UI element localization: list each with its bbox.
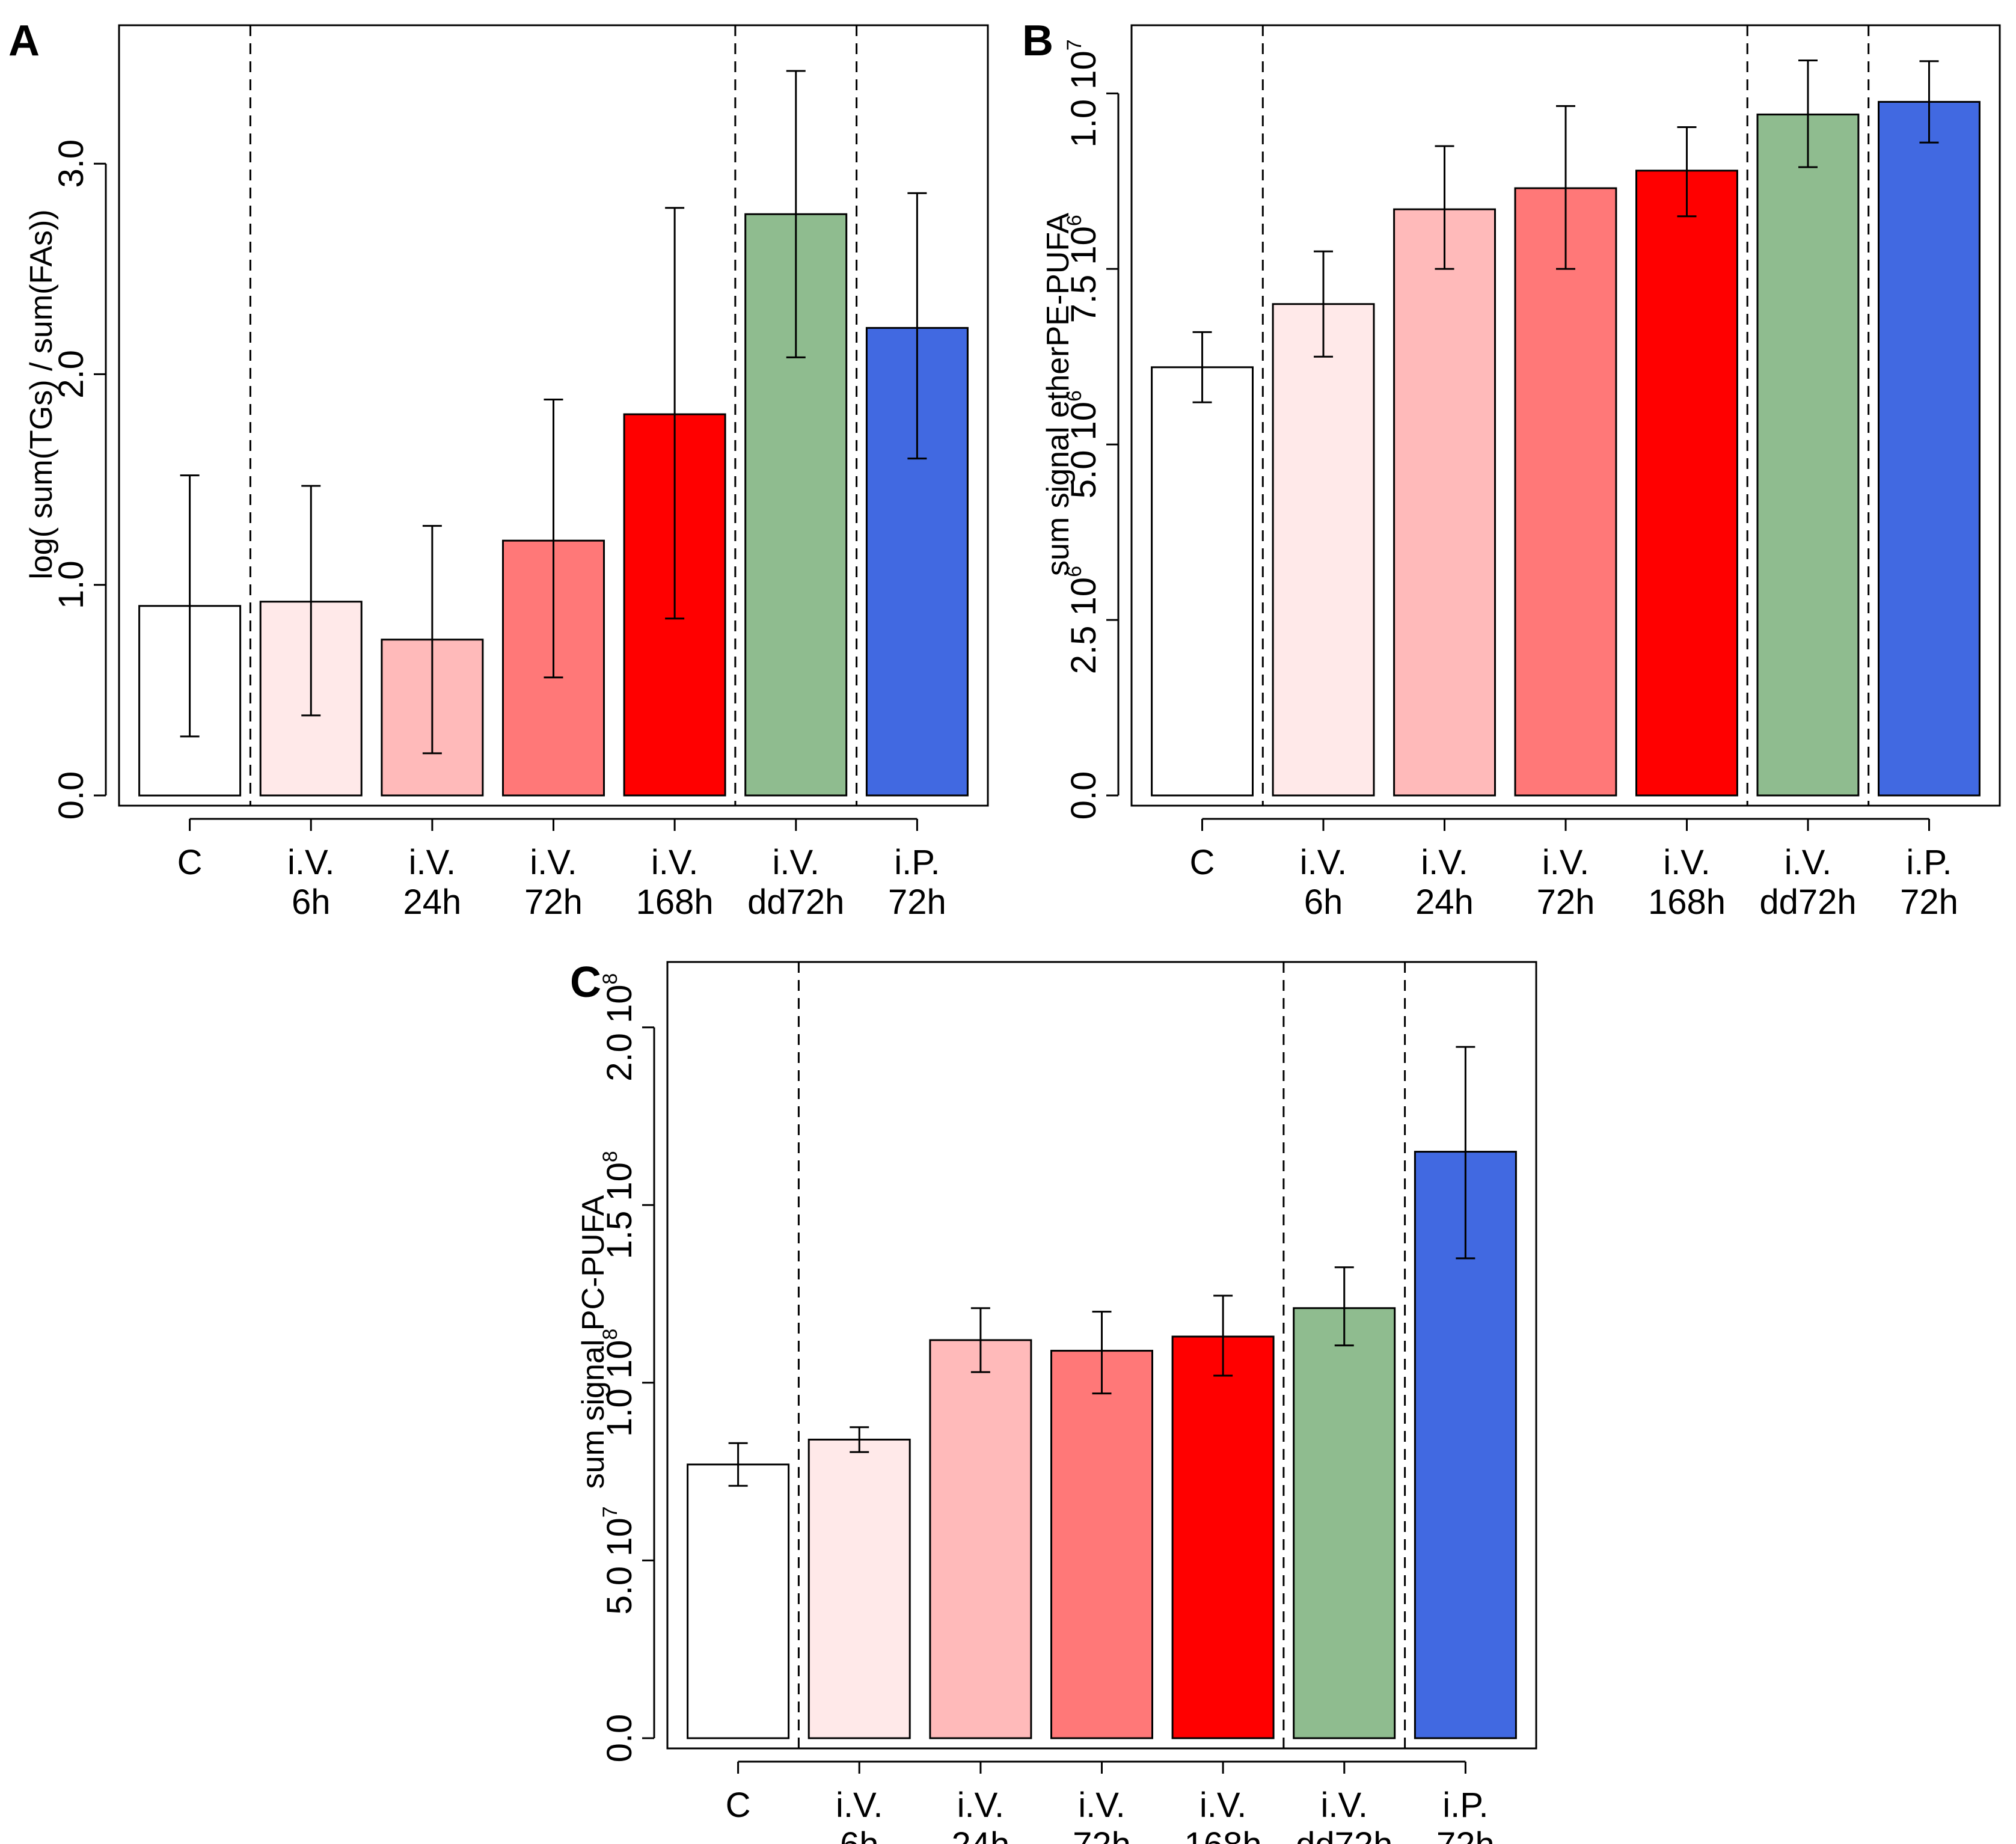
bar-c-3 [1050,1350,1153,1739]
error-bar-a-6 [907,192,927,460]
error-bar-c-6 [1456,1046,1475,1260]
x-tick-label-a-5: i.V. dd72h [747,843,844,922]
x-tick-label-c-3: i.V.72h [1073,1786,1131,1844]
y-axis-title-b: sum signal etherPE-PUFA [1041,213,1076,576]
bar-b-2 [1393,208,1497,797]
y-tick-label-c-2: 1.0 108 [599,1329,639,1437]
bar-c-0 [687,1463,790,1739]
x-tick-label-c-1: i.V.6h [836,1786,883,1844]
error-bar-a-1 [301,485,321,717]
x-tick-label-b-2: i.V. 24h [1415,843,1474,922]
panel-letter-c: C [570,958,601,1006]
error-bar-b-2 [1435,145,1454,270]
error-bar-a-2 [422,525,442,755]
y-tick-label-a-1: 1.0 [52,560,91,609]
x-tick-label-c-4: i.V.168h [1184,1786,1262,1844]
y-tick-label-a-3: 3.0 [52,139,91,188]
y-tick-label-c-1: 5.0 107 [599,1506,639,1614]
x-tick-label-a-1: i.V. 6h [287,843,334,922]
bar-c-2 [929,1339,1032,1739]
x-tick-label-b-0: C [1190,843,1215,882]
y-tick-label-a-0: 0.0 [52,771,91,820]
bar-c-4 [1171,1335,1275,1739]
y-tick-label-a-2: 2.0 [52,350,91,399]
x-tick-label-b-1: i.V. 6h [1300,843,1347,922]
plot-frame-c [666,961,1537,1750]
bar-b-3 [1514,187,1617,797]
bar-c-5 [1293,1307,1396,1739]
error-bar-b-3 [1556,105,1575,270]
plot-frame-b [1130,24,2001,807]
error-bar-a-3 [544,399,563,679]
error-bar-b-6 [1919,60,1939,144]
x-tick-label-c-0: C [726,1786,751,1825]
y-tick-label-c-4: 2.0 108 [599,973,639,1082]
panel-a: A log( sum(TGs) / sum(FAs)) 0.0 1.0 2.0 3.0… [8,17,989,922]
y-tick-label-c-0: 0.0 [600,1714,639,1763]
x-tick-label-c-2: i.V.24h [952,1786,1010,1844]
x-tick-label-b-3: i.V. 72h [1537,843,1595,922]
error-bar-c-4 [1213,1294,1233,1377]
error-bar-c-0 [728,1442,748,1487]
error-bar-c-1 [850,1426,869,1453]
x-tick-label-a-6: i.P. 72h [888,843,946,922]
bar-b-5 [1756,113,1860,797]
y-tick-label-b-4: 1.0 107 [1063,39,1103,147]
x-tick-label-c-6: i.P.72h [1436,1786,1495,1844]
y-tick-label-b-1: 2.5 106 [1063,566,1103,674]
error-bar-b-4 [1677,126,1697,218]
y-axis-title-c: sum signal PC-PUFA [576,1195,611,1489]
y-tick-label-b-2: 5.0 106 [1063,390,1103,498]
bar-c-1 [807,1438,911,1739]
error-bar-a-4 [665,207,685,620]
y-tick-label-b-3: 7.5 106 [1063,215,1103,323]
x-tick-label-c-5: i.V.dd72h [1296,1786,1393,1844]
x-tick-label-a-2: i.V. 24h [403,843,462,922]
error-bar-c-3 [1092,1311,1112,1395]
error-bar-a-5 [786,70,806,358]
x-tick-label-a-4: i.V. 168h [636,843,714,922]
panel-letter-b: B [1022,17,1053,65]
x-tick-label-b-5: i.V. dd72h [1759,843,1856,922]
bar-b-1 [1272,303,1375,797]
error-bar-c-2 [970,1307,990,1373]
error-bar-c-5 [1334,1266,1354,1347]
error-bar-a-0 [180,474,200,738]
y-axis-title-a: log( sum(TGs) / sum(FAs)) [24,209,59,579]
x-tick-label-a-3: i.V. 72h [524,843,583,922]
x-tick-label-b-4: i.V. 168h [1648,843,1726,922]
bar-a-5 [744,213,848,797]
bar-b-6 [1878,100,1981,797]
panel-letter-a: A [8,17,40,65]
bar-b-0 [1151,366,1254,797]
y-tick-label-b-0: 0.0 [1064,771,1103,820]
error-bar-b-0 [1192,331,1212,403]
panel-c: C sum signal PC-PUFA 0.0 5.0 107 1.0 108 1.… [570,958,1537,1844]
plot-frame-a [118,24,989,807]
panel-b: B sum signal etherPE-PUFA 0.0 2.5 106 5.0 … [1022,17,2001,922]
bar-b-4 [1635,170,1738,797]
y-tick-label-c-3: 1.5 108 [599,1151,639,1259]
x-tick-label-a-0: C [177,843,203,882]
x-tick-label-b-6: i.P. 72h [1900,843,1958,922]
error-bar-b-5 [1798,60,1818,168]
error-bar-b-1 [1314,250,1334,358]
